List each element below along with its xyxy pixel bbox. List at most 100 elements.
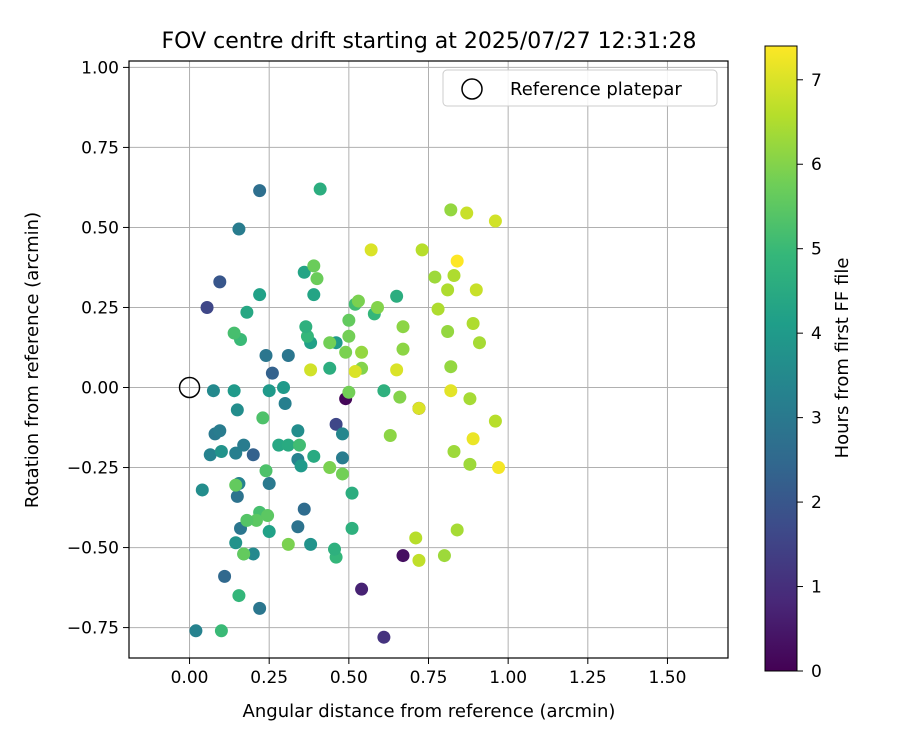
x-tick-label: 0.25 — [250, 668, 288, 688]
scatter-point — [229, 536, 243, 550]
scatter-point — [189, 624, 203, 638]
scatter-point — [323, 336, 337, 350]
scatter-point — [281, 537, 295, 551]
scatter-point — [355, 345, 369, 359]
scatter-point — [355, 582, 369, 596]
y-tick-label: 0.00 — [81, 379, 119, 399]
scatter-point — [329, 417, 343, 431]
scatter-point — [218, 569, 232, 583]
scatter-point — [213, 275, 227, 289]
scatter-point — [213, 424, 227, 438]
reference-platepar-marker — [178, 376, 201, 399]
scatter-point — [437, 549, 451, 563]
scatter-point — [323, 461, 337, 475]
colorbar-ticks: 0 1 2 3 4 5 6 7 — [797, 71, 822, 682]
scatter-point — [261, 509, 275, 523]
scatter-point — [345, 486, 359, 500]
grid-lines — [129, 61, 728, 658]
scatter-point — [277, 381, 291, 395]
scatter-point — [412, 553, 426, 567]
scatter-point — [342, 313, 356, 327]
scatter-point — [230, 489, 244, 503]
x-tick-label: 0.00 — [171, 668, 209, 688]
y-tick-label: −0.25 — [67, 459, 119, 479]
scatter-point — [281, 438, 295, 452]
colorbar-label: Hours from first FF file — [832, 258, 853, 459]
scatter-point — [230, 403, 244, 417]
legend-marker-reference — [461, 78, 483, 100]
scatter-point — [339, 345, 353, 359]
scatter-point — [412, 401, 426, 415]
scatter-point — [447, 445, 461, 459]
scatter-point — [469, 283, 483, 297]
scatter-point — [393, 390, 407, 404]
scatter-point — [229, 478, 243, 492]
scatter-point — [262, 525, 276, 539]
x-tick-label: 1.50 — [649, 668, 687, 688]
scatter-point — [278, 397, 292, 411]
scatter-point — [299, 320, 313, 334]
scatter-point — [281, 348, 295, 362]
scatter-point — [342, 329, 356, 343]
scatter-point — [396, 549, 410, 563]
y-tick-label: 1.00 — [81, 58, 119, 78]
scatter-point — [390, 363, 404, 377]
x-axis-label: Angular distance from reference (arcmin) — [243, 701, 616, 722]
colorbar-tick-label: 7 — [811, 71, 822, 91]
scatter-point — [444, 203, 458, 217]
scatter-point — [396, 320, 410, 334]
scatter-point — [335, 467, 349, 481]
x-axis-ticks: 0.00 0.25 0.50 0.75 1.00 1.25 1.50 — [171, 658, 687, 688]
scatter-point — [232, 589, 246, 603]
scatter-point — [342, 385, 356, 399]
legend: Reference platepar — [442, 69, 718, 107]
legend-box — [442, 69, 718, 107]
scatter-point — [371, 300, 385, 314]
x-tick-label: 0.75 — [410, 668, 448, 688]
scatter-point — [253, 288, 267, 302]
scatter-point — [200, 300, 214, 314]
scatter-point — [377, 630, 391, 644]
scatter-point — [307, 288, 321, 302]
scatter-point — [240, 513, 254, 527]
colorbar-tick-label: 4 — [811, 324, 822, 344]
scatter-point — [297, 265, 311, 279]
scatter-point — [237, 438, 251, 452]
scatter-point — [447, 268, 461, 282]
scatter-point — [463, 392, 477, 406]
scatter-point — [428, 270, 442, 284]
scatter-point — [203, 448, 217, 462]
scatter-point — [227, 384, 241, 398]
scatter-point — [214, 445, 228, 459]
scatter-point — [441, 283, 455, 297]
scatter-point — [300, 329, 314, 343]
x-tick-label: 1.00 — [489, 668, 527, 688]
scatter-point — [460, 206, 474, 220]
scatter-point — [304, 363, 318, 377]
scatter-point — [232, 222, 246, 236]
colorbar-tick-label: 2 — [811, 493, 822, 513]
y-tick-label: 0.50 — [81, 218, 119, 238]
colorbar-tick-label: 0 — [811, 662, 822, 682]
scatter-point — [246, 547, 260, 561]
scatter-point — [206, 384, 220, 398]
scatter-point — [214, 624, 228, 638]
scatter-point — [390, 289, 404, 303]
scatter-point — [249, 513, 263, 527]
y-axis-ticks: −0.75 −0.50 −0.25 0.00 0.25 0.50 0.75 1.00 — [67, 58, 129, 639]
scatter-point — [259, 464, 273, 478]
scatter-point — [450, 523, 464, 537]
scatter-point — [292, 438, 306, 452]
scatter-point — [265, 366, 279, 380]
scatter-point — [444, 384, 458, 398]
scatter-point — [383, 429, 397, 443]
scatter-point — [441, 324, 455, 338]
scatter-point — [253, 601, 267, 615]
scatter-point — [488, 414, 502, 428]
scatter-point — [246, 448, 260, 462]
scatter-point — [307, 259, 321, 273]
scatter-point — [237, 547, 251, 561]
scatter-point — [431, 302, 445, 316]
scatter-point — [335, 451, 349, 465]
scatter-point — [335, 427, 349, 441]
